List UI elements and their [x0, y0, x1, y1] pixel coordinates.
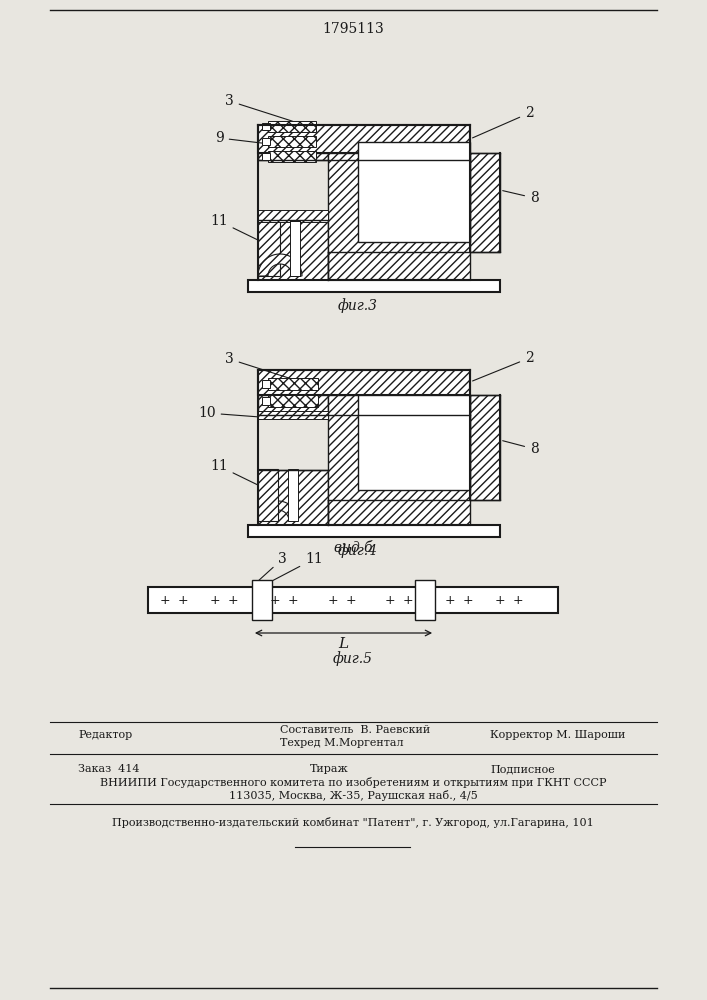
Text: фиг.5: фиг.5: [333, 651, 373, 666]
Text: +: +: [495, 593, 506, 606]
Text: 11: 11: [272, 552, 323, 581]
Bar: [258, 469, 278, 521]
Bar: [268, 121, 316, 132]
Text: 9: 9: [215, 131, 292, 147]
Polygon shape: [258, 254, 302, 276]
Bar: [358, 395, 470, 490]
Bar: [288, 469, 298, 521]
Text: 3: 3: [259, 552, 287, 580]
Text: 3: 3: [225, 94, 293, 121]
Bar: [258, 125, 470, 153]
Text: +: +: [269, 593, 280, 606]
Bar: [262, 397, 270, 405]
Text: фиг.3: фиг.3: [338, 298, 378, 313]
Bar: [258, 153, 328, 160]
Bar: [358, 142, 470, 242]
Text: Редактор: Редактор: [78, 730, 132, 740]
Text: Составитель  В. Раевский: Составитель В. Раевский: [280, 725, 431, 735]
Bar: [248, 280, 500, 292]
Text: +: +: [403, 593, 414, 606]
Text: 8: 8: [503, 191, 539, 205]
Bar: [415, 580, 435, 620]
Text: вид б: вид б: [334, 541, 373, 555]
Text: 8: 8: [503, 441, 539, 456]
Bar: [262, 123, 270, 130]
Text: 2: 2: [472, 106, 534, 138]
Bar: [268, 151, 316, 162]
Text: +: +: [462, 593, 473, 606]
Text: Тираж: Тираж: [310, 764, 349, 774]
Text: 113035, Москва, Ж-35, Раушская наб., 4/5: 113035, Москва, Ж-35, Раушская наб., 4/5: [228, 790, 477, 801]
Text: Производственно-издательский комбинат "Патент", г. Ужгород, ул.Гагарина, 101: Производственно-издательский комбинат "П…: [112, 817, 594, 828]
Text: L: L: [339, 637, 349, 651]
Bar: [470, 153, 500, 252]
Text: +: +: [445, 593, 455, 606]
Text: +: +: [327, 593, 339, 606]
Bar: [328, 153, 470, 280]
Text: 10: 10: [198, 406, 257, 420]
Bar: [258, 370, 470, 395]
Text: Подписное: Подписное: [490, 764, 555, 774]
Bar: [328, 395, 470, 525]
Text: +: +: [210, 593, 221, 606]
Text: Корректор М. Шароши: Корректор М. Шароши: [490, 730, 626, 740]
Text: Заказ  414: Заказ 414: [78, 764, 139, 774]
Bar: [290, 221, 300, 276]
Text: +: +: [160, 593, 170, 606]
Text: Техред М.Моргентал: Техред М.Моргентал: [280, 738, 404, 748]
Bar: [268, 136, 316, 147]
Text: 3: 3: [225, 352, 293, 379]
Bar: [262, 380, 270, 388]
Text: +: +: [385, 593, 395, 606]
Bar: [252, 580, 272, 620]
Text: 2: 2: [472, 351, 534, 381]
Bar: [268, 395, 318, 407]
Bar: [268, 378, 318, 390]
Bar: [248, 525, 500, 537]
Bar: [258, 221, 280, 276]
Bar: [258, 470, 328, 525]
Text: +: +: [228, 593, 238, 606]
Text: ВНИИПИ Государственного комитета по изобретениям и открытиям при ГКНТ СССР: ВНИИПИ Государственного комитета по изоб…: [100, 777, 606, 788]
Text: 11: 11: [210, 214, 259, 241]
Bar: [262, 153, 270, 160]
Text: фиг.4: фиг.4: [338, 543, 378, 558]
Text: 11: 11: [210, 459, 259, 486]
Text: +: +: [513, 593, 523, 606]
Text: +: +: [346, 593, 356, 606]
Text: 1795113: 1795113: [322, 22, 384, 36]
Polygon shape: [258, 501, 298, 521]
Bar: [470, 395, 500, 500]
Bar: [258, 395, 328, 415]
Bar: [258, 411, 328, 419]
Bar: [258, 220, 328, 280]
Bar: [258, 210, 328, 222]
Bar: [148, 587, 558, 613]
Text: +: +: [288, 593, 298, 606]
Bar: [262, 138, 270, 145]
Text: +: +: [177, 593, 188, 606]
